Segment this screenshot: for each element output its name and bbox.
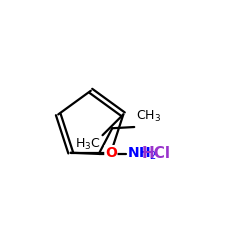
- Text: NH$_2$: NH$_2$: [127, 146, 157, 162]
- Text: O: O: [105, 146, 117, 160]
- Text: CH$_3$: CH$_3$: [136, 109, 161, 124]
- Text: H$_3$C: H$_3$C: [75, 136, 100, 152]
- Text: HCl: HCl: [142, 146, 171, 162]
